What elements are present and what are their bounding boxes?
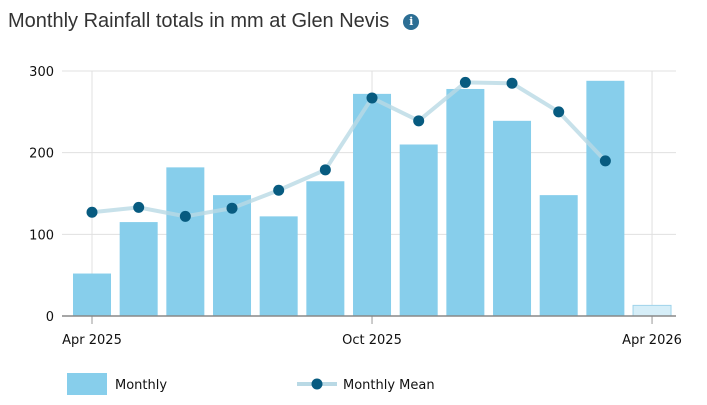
bar-jun-2025[interactable] (166, 167, 205, 316)
x-tick-label: Apr 2026 (622, 333, 682, 348)
legend-label-mean[interactable]: Monthly Mean (343, 378, 435, 393)
bar-jul-2025[interactable] (213, 195, 252, 316)
bar-aug-2025[interactable] (259, 216, 298, 316)
x-tick-label: Oct 2025 (342, 333, 402, 348)
y-tick-label: 300 (29, 65, 54, 80)
info-icon[interactable]: i (403, 13, 420, 30)
y-tick-label: 100 (29, 228, 54, 243)
bar-oct-2025[interactable] (353, 93, 392, 316)
bar-sep-2025[interactable] (306, 181, 345, 316)
x-tick-label: Apr 2025 (62, 333, 122, 348)
y-tick-label: 0 (46, 310, 54, 325)
mean-point[interactable] (319, 164, 331, 176)
bar-apr-2025[interactable] (73, 273, 111, 316)
mean-point[interactable] (179, 210, 191, 222)
bar-may-2025[interactable] (119, 222, 158, 316)
bar-mar-2026[interactable] (586, 80, 625, 316)
y-tick-label: 200 (29, 147, 54, 162)
legend-swatch-mean-point[interactable] (311, 378, 323, 390)
mean-point[interactable] (133, 201, 145, 213)
bar-nov-2025[interactable] (399, 144, 438, 317)
mean-point[interactable] (273, 184, 285, 196)
mean-line (86, 76, 611, 222)
mean-point[interactable] (413, 115, 425, 127)
mean-point[interactable] (226, 202, 238, 214)
mean-point[interactable] (599, 155, 611, 167)
axes: 0 100 200 300 Apr 2025 Oct 2025 Apr 2026 (29, 65, 682, 348)
bar-feb-2026[interactable] (539, 195, 578, 316)
mean-point[interactable] (459, 76, 471, 88)
legend-swatch-monthly[interactable] (67, 373, 107, 395)
bar-jan-2026[interactable] (493, 120, 532, 316)
bar-dec-2025[interactable] (446, 88, 485, 316)
chart-title: Monthly Rainfall totals in mm at Glen Ne… (8, 10, 420, 33)
mean-point[interactable] (506, 77, 518, 89)
legend: Monthly Monthly Mean (67, 373, 435, 395)
mean-line-path (91, 80, 607, 219)
legend-label-monthly[interactable]: Monthly (115, 378, 167, 393)
mean-point[interactable] (86, 206, 98, 218)
bars (73, 80, 672, 317)
chart-title-text: Monthly Rainfall totals in mm at Glen Ne… (8, 10, 390, 32)
bar-apr-2026[interactable] (632, 304, 672, 317)
mean-point[interactable] (366, 92, 378, 104)
mean-point[interactable] (553, 106, 565, 118)
